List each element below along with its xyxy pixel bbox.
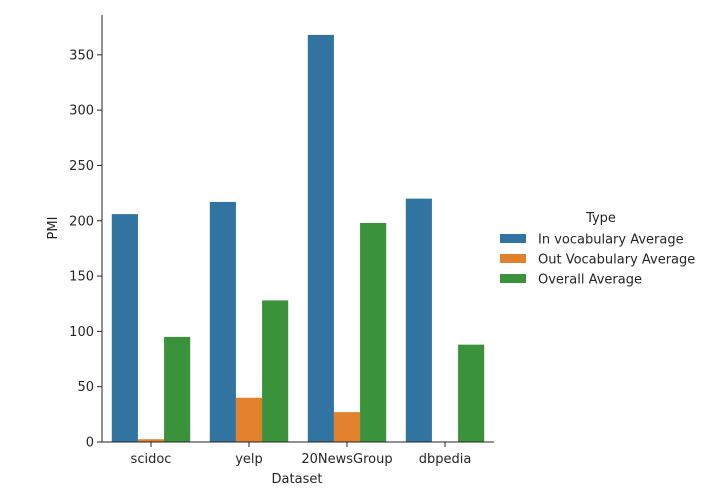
legend-title: Type [585, 211, 616, 226]
y-tick-label: 300 [69, 104, 94, 119]
bar-20newsgroup-series-1 [333, 412, 361, 442]
x-axis: scidoc yelp 20NewsGroup dbpedia [102, 441, 494, 467]
x-axis-label: Dataset [272, 472, 323, 487]
y-tick-label: 100 [69, 325, 94, 340]
y-tick-label: 150 [69, 270, 94, 285]
bars-layer [111, 34, 485, 442]
legend: Type In vocabulary Average Out Vocabulary… [500, 211, 695, 288]
bar-scidoc-series-2 [164, 336, 191, 442]
bar-scidoc-series-1 [137, 439, 165, 442]
legend-swatch-0 [500, 234, 526, 243]
bar-yelp-series-0 [209, 201, 236, 442]
x-tick-label-20newsgroup: 20NewsGroup [301, 452, 392, 467]
y-tick-label: 0 [86, 436, 94, 451]
y-axis: 0 50 100 150 200 250 300 350 [69, 15, 103, 451]
bar-20newsgroup-series-2 [360, 222, 387, 442]
y-tick-label: 250 [69, 159, 94, 174]
bar-scidoc-series-0 [111, 214, 138, 442]
legend-label-1: Out Vocabulary Average [538, 253, 695, 268]
bar-yelp-series-1 [235, 397, 263, 442]
legend-swatch-1 [500, 254, 526, 263]
legend-swatch-2 [500, 274, 526, 283]
x-tick-label-yelp: yelp [235, 452, 263, 467]
bar-20newsgroup-series-0 [307, 34, 334, 442]
bar-yelp-series-2 [262, 300, 289, 442]
y-tick-label: 350 [69, 48, 94, 63]
bar-dbpedia-series-0 [405, 198, 432, 442]
y-tick-label: 50 [77, 380, 94, 395]
y-axis-label: PMI [46, 217, 61, 240]
x-tick-label-dbpedia: dbpedia [419, 452, 472, 467]
legend-label-2: Overall Average [538, 273, 642, 288]
y-tick-label: 200 [69, 214, 94, 229]
x-tick-label-scidoc: scidoc [131, 452, 172, 467]
bar-dbpedia-series-2 [458, 344, 485, 442]
legend-label-0: In vocabulary Average [538, 233, 684, 248]
